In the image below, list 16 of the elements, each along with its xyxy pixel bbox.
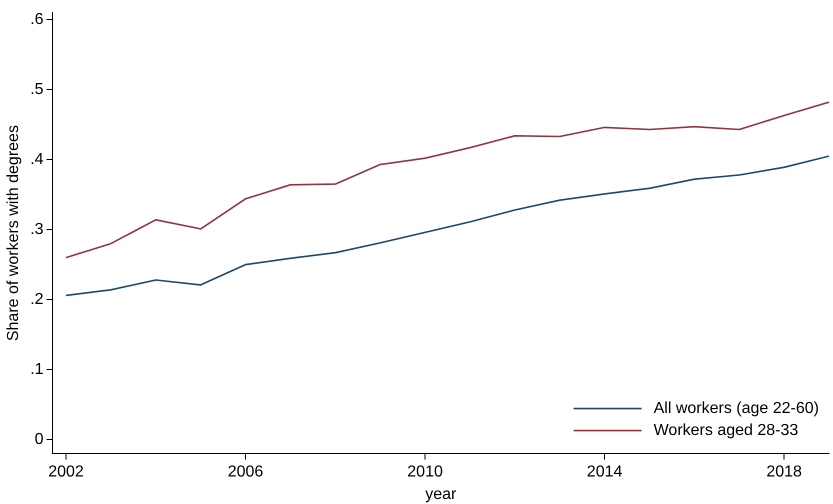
y-tick-label: 0 (34, 431, 44, 448)
x-tick-label: 2002 (48, 464, 84, 481)
x-tick-label: 2018 (766, 464, 802, 481)
legend-label: Workers aged 28-33 (654, 422, 798, 440)
y-tick-label: .2 (30, 291, 44, 308)
y-tick-label: .6 (30, 11, 44, 28)
x-tick-label: 2014 (586, 464, 622, 481)
y-tick-label: .5 (30, 81, 44, 98)
y-tick-label: .1 (30, 361, 44, 378)
x-tick-label: 2006 (228, 464, 264, 481)
y-axis-title: Share of workers with degrees (5, 125, 22, 342)
legend-label: All workers (age 22-60) (654, 400, 820, 418)
y-tick-label: .3 (30, 221, 44, 238)
x-tick-label: 2010 (407, 464, 443, 481)
y-tick-label: .4 (30, 151, 44, 168)
x-axis-title: year (425, 486, 458, 503)
